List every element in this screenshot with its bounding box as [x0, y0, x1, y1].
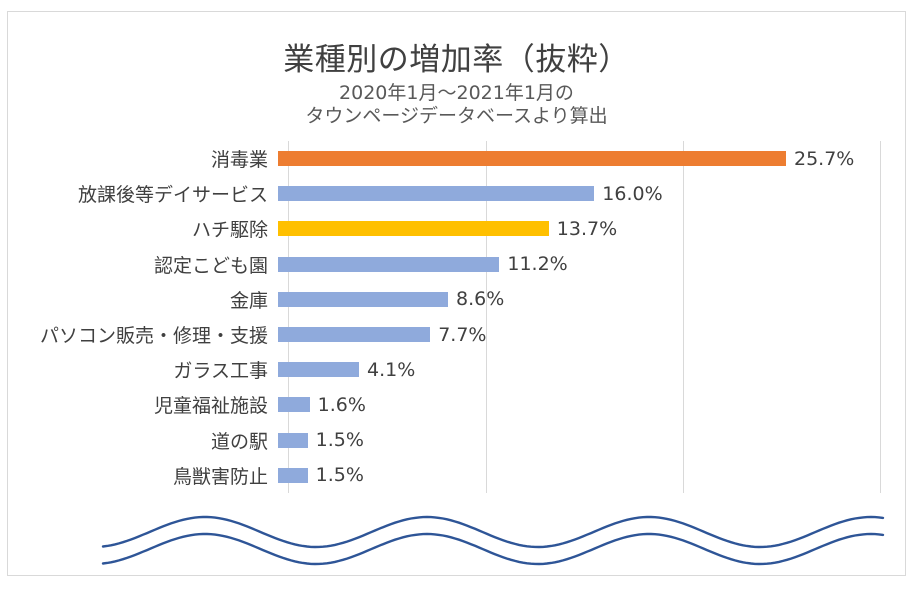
- chart-subtitle-line2: タウンページデータベースより算出: [305, 105, 608, 127]
- bar: [278, 397, 310, 413]
- bar: [278, 467, 308, 483]
- chart-title: 業種別の増加率（抜粋）: [283, 42, 630, 78]
- value-label: 1.6%: [317, 393, 366, 416]
- bar-rows-container: 消毒業 25.7% 放課後等デイサービス 16.0% ハチ駆除 13.7% 認定こども園 11…: [8, 141, 907, 493]
- value-label: 7.7%: [438, 323, 487, 346]
- bar: [278, 221, 549, 237]
- bar-zone: 16.0%: [278, 176, 907, 211]
- chart-subtitle-line1: 2020年1月～2021年1月の: [339, 82, 574, 104]
- gridline-10-percent: [485, 141, 487, 493]
- value-label: 1.5%: [315, 464, 364, 487]
- chart-row: 金庫 8.6%: [8, 282, 907, 317]
- bar: [278, 432, 308, 448]
- category-label: パソコン販売・修理・支援: [39, 325, 268, 348]
- bar-zone: 13.7%: [278, 211, 907, 246]
- bar: [278, 256, 500, 272]
- bar-zone: 7.7%: [278, 317, 907, 352]
- value-label: 16.0%: [602, 182, 663, 205]
- chart-row: 認定こども園 11.2%: [8, 247, 907, 282]
- chart-frame: 業種別の増加率（抜粋） 2020年1月～2021年1月の タウンページデータベー…: [7, 11, 906, 576]
- chart-row: 児童福祉施設 1.6%: [8, 387, 907, 422]
- category-label: 放課後等デイサービス: [77, 184, 268, 207]
- value-label: 13.7%: [556, 217, 618, 240]
- bar-zone: 1.5%: [278, 423, 907, 458]
- category-label: 児童福祉施設: [153, 395, 268, 418]
- gridline-20-percent: [683, 141, 685, 493]
- bar-zone: 11.2%: [278, 247, 907, 282]
- chart-row: パソコン販売・修理・支援 7.7%: [8, 317, 907, 352]
- category-label: ガラス工事: [173, 360, 268, 383]
- bar-zone: 1.5%: [278, 458, 907, 493]
- category-label: 認定こども園: [153, 254, 268, 277]
- category-label: 消毒業: [210, 149, 268, 172]
- value-label: 4.1%: [367, 358, 416, 381]
- bar-zone: 1.6%: [278, 387, 907, 422]
- category-label: 道の駅: [210, 430, 268, 453]
- value-label: 8.6%: [455, 288, 505, 311]
- bar-zone: 8.6%: [278, 282, 907, 317]
- category-label: 金庫: [229, 289, 268, 312]
- chart-row: 放課後等デイサービス 16.0%: [8, 176, 907, 211]
- value-label: 25.7%: [794, 147, 855, 170]
- chart-row: 消毒業 25.7%: [8, 141, 907, 176]
- gridline-30-percent: [880, 141, 881, 493]
- chart-row: 道の駅 1.5%: [8, 423, 907, 458]
- category-label: 鳥獣害防止: [172, 465, 268, 488]
- gridline-0-percent: [288, 141, 289, 493]
- bar: [278, 327, 431, 343]
- chart-row: 鳥獣害防止 1.5%: [8, 458, 907, 493]
- bar-zone: 4.1%: [278, 352, 907, 387]
- bar-zone: 25.7%: [278, 141, 907, 176]
- chart-row: ハチ駆除 13.7%: [8, 211, 907, 246]
- wave-line-lower: [101, 532, 885, 566]
- value-label: 1.5%: [315, 429, 364, 452]
- value-label: 11.2%: [507, 253, 568, 276]
- category-label: ハチ駆除: [191, 219, 268, 242]
- bar: [278, 291, 448, 307]
- bar: [278, 362, 360, 378]
- bar: [278, 186, 595, 202]
- bar: [278, 151, 786, 167]
- wave-line-upper: [101, 515, 885, 549]
- plot-area: [288, 141, 881, 493]
- chart-row: ガラス工事 4.1%: [8, 352, 907, 387]
